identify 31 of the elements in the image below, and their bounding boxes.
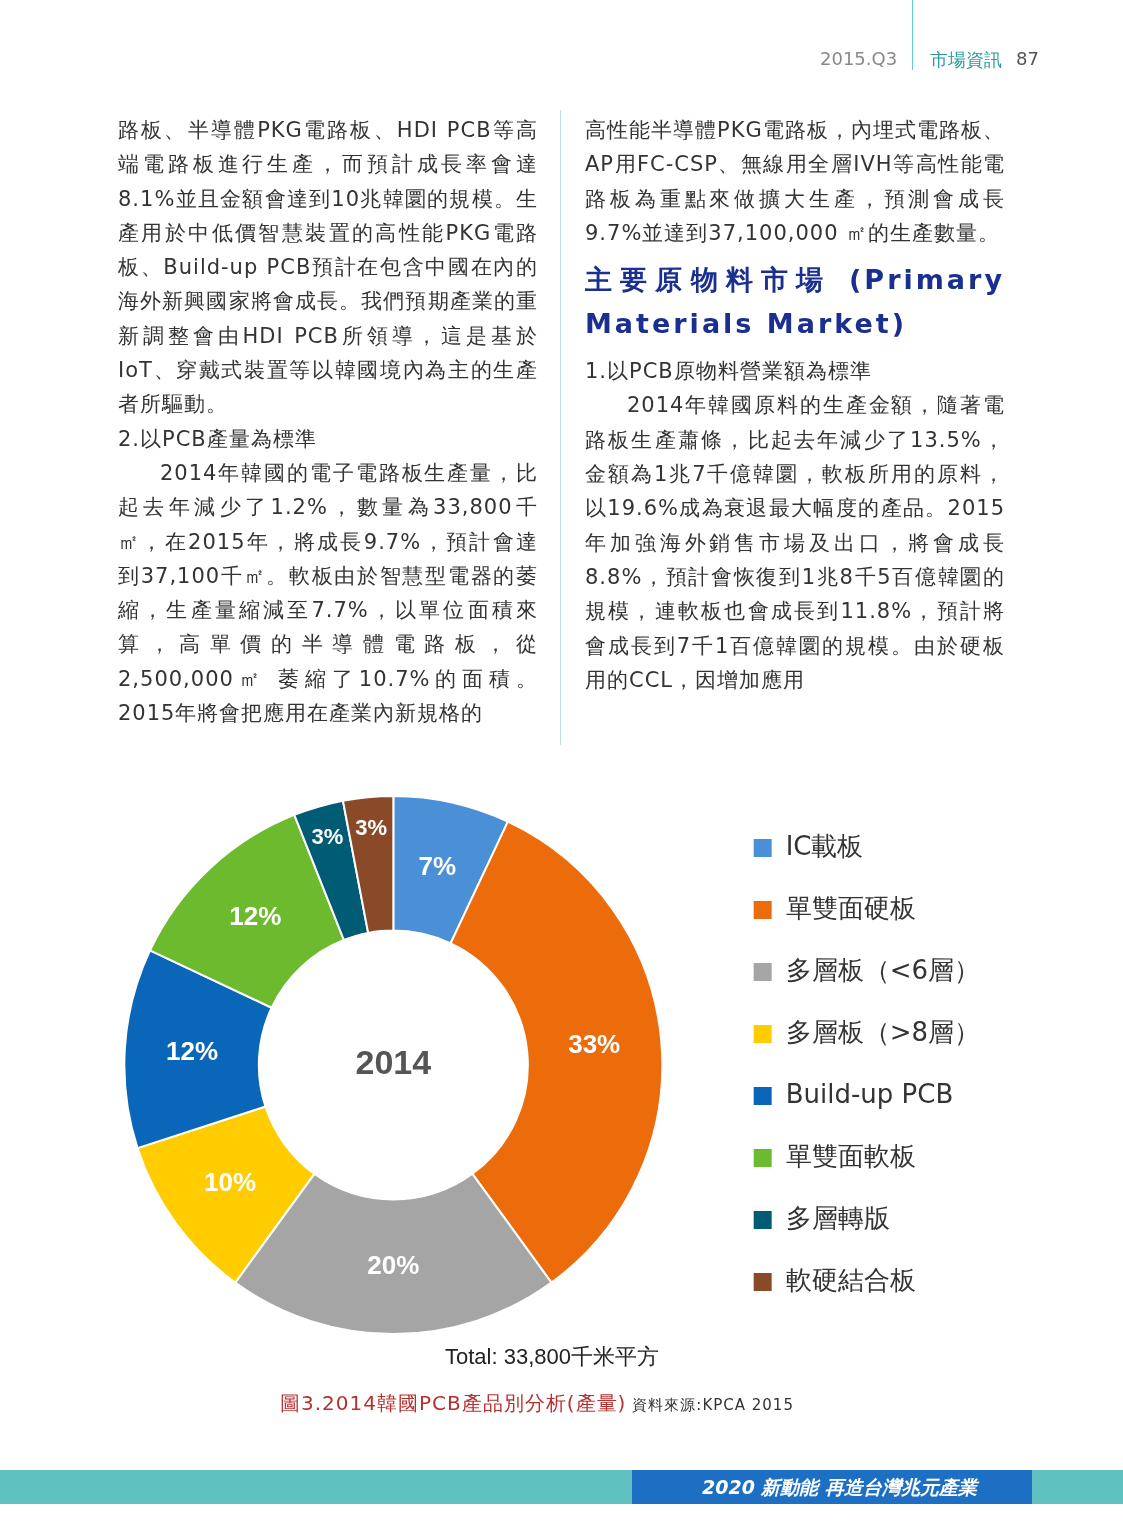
data-label: 3% (311, 823, 344, 849)
text: 主要原物料市場 (Primary Materials Market) (585, 263, 1005, 342)
text: 2020 新動能 再造台灣兆元產業 (632, 1470, 1032, 1504)
data-label: 10% (204, 1166, 257, 1197)
text: 2014 (355, 1043, 432, 1082)
data-label: 12% (165, 1035, 219, 1066)
legend-label: 軟硬結合板 (785, 1264, 916, 1295)
text: 1.以PCB原物料營業額為標準 (585, 358, 873, 386)
data-label: 7% (418, 851, 457, 882)
text: 2014年韓國的電子電路板生產量，比起去年減少了1.2%，數量為33,800千㎡，在2015年，將成長9.7%，預計會達到37,100千㎡。軟板由於智慧型電器的萎縮，生產量縮減至7.7%，以單位面積來算，高單價的半導體電路板，從2,500,000㎡ 萎縮了10.7%的面積。2015年將會把應用在產業內新規格的 (118, 459, 538, 728)
text: 2.以PCB產量為標準 (118, 425, 318, 453)
text: 2015.Q3 (820, 48, 898, 69)
text: 2014年韓國原料的生產金額，隨著電路板生產蕭條，比起去年減少了13.5%，金額為1兆7千億韓圜，軟板所用的原料，以19.6%成為衰退最大幅度的產品。2015年加強海外銷售市場及出口，將會成長8.8%，預計會恢復到1兆8千5百億韓圜的規模，連軟板也會成長到11.8%，預計將會成長到7千1百億韓圜的規模。由於硬板用的CCL，因增加應用 (585, 393, 1005, 692)
data-label: 33% (568, 1029, 621, 1060)
legend-label: Build-up PCB (785, 1078, 954, 1109)
source-note: 資料來源:KPCA 2015 (632, 1396, 794, 1414)
text: 87 (1016, 48, 1039, 69)
text: 市場資訊 (930, 48, 1002, 72)
data-label: 12% (229, 901, 282, 932)
legend-label: IC載板 (785, 830, 864, 861)
text: 路板、半導體PKG電路板、HDI PCB等高端電路板進行生產，而預計成長率會達8.1%並且金額會達到10兆韓圜的規模。生產用於中低價智慧裝置的高性能PKG電路板、Build-up PCB預計在包含中國在內的海外新興國家將會成長。我們預期產業的重新調整會由HDI PCB所領導，這是基於IoT、穿戴式裝置等以韓國境內為主的生產者所驅動。 (118, 118, 538, 417)
legend-label: 多層板（<6層） (785, 954, 980, 985)
legend-label: 多層轉版 (785, 1202, 890, 1233)
legend-label: 多層板（>8層） (785, 1016, 980, 1047)
legend-label: 單雙面硬板 (785, 892, 916, 923)
text: 圖3.2014韓國PCB產品別分析(產量) (280, 1391, 627, 1415)
text: 高性能半導體PKG電路板，內埋式電路板、AP用FC-CSP、無線用全層IVH等高性能電路板為重點來做擴大生產，預測會成長9.7%並達到37,100,000 ㎡的生產數量。 (585, 117, 1005, 247)
data-label: 3% (355, 815, 387, 841)
legend-label: 單雙面軟板 (785, 1140, 916, 1171)
text: Total: 33,800千米平方 (445, 1343, 659, 1371)
data-label: 20% (367, 1249, 420, 1280)
